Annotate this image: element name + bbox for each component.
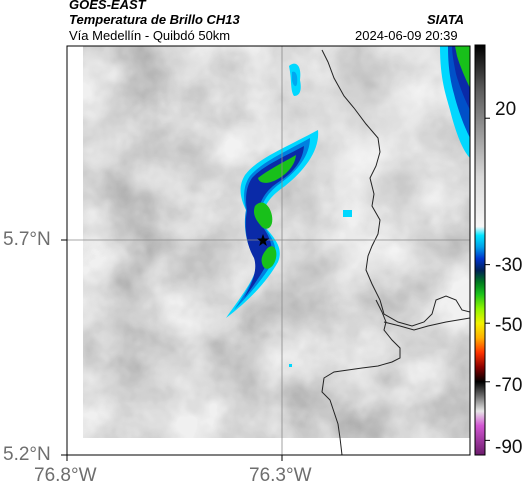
- product-title: Temperatura de Brillo CH13: [69, 12, 240, 27]
- agency-name: SIATA: [427, 12, 465, 27]
- colorbar-label: -90: [495, 437, 523, 458]
- political-borders: [321, 49, 470, 455]
- colorbar-label: -50: [495, 315, 523, 336]
- colorbar: [474, 44, 490, 456]
- colorbar-label: -70: [495, 375, 523, 396]
- datetime-label: 2024-06-09 20:39: [355, 28, 458, 43]
- cold-cloud-north: [289, 63, 301, 96]
- colorbar-label: -30: [495, 255, 523, 276]
- brightness-temperature-field: [83, 46, 470, 438]
- lat-tick-label: 5.7°N: [3, 229, 51, 250]
- colorbar-label: 20: [495, 99, 517, 120]
- lon-tick-label: 76.8°W: [34, 465, 97, 486]
- cold-cloud-east: [440, 46, 470, 158]
- region-subtitle: Vía Medellín - Quibdó 50km: [69, 28, 231, 43]
- cold-cloud-speck: [343, 210, 352, 217]
- location-star-icon: [257, 234, 269, 246]
- lon-tick-label: 76.3°W: [249, 465, 312, 486]
- cold-cloud-main: [226, 130, 319, 318]
- map-frame: [66, 45, 471, 456]
- lat-tick-label: 5.2°N: [3, 444, 51, 465]
- satellite-name: GOES-EAST: [69, 0, 146, 12]
- cold-cloud-speck-2: [289, 364, 292, 367]
